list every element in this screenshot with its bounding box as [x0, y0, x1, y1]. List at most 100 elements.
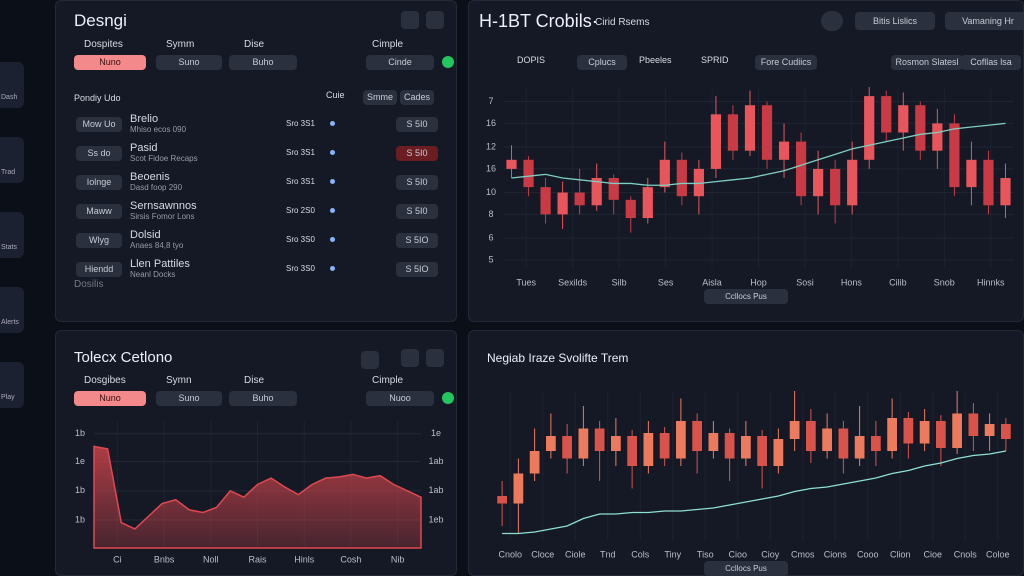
- candle-body: [887, 418, 897, 451]
- filter-button[interactable]: Nuoo: [366, 391, 434, 406]
- candle-body: [591, 178, 602, 206]
- row-tag[interactable]: Hiendd: [76, 262, 122, 277]
- icon-button[interactable]: [426, 349, 444, 367]
- sidebar-item[interactable]: Dash: [0, 62, 24, 108]
- candle-body: [727, 114, 739, 151]
- row-value[interactable]: S 5I0: [396, 175, 438, 190]
- section-title: Pondiy Udo: [74, 93, 121, 103]
- x-tick-label: Hop: [750, 277, 767, 287]
- row-name: Beoenis: [130, 171, 170, 183]
- x-tick-label: Cioe: [923, 549, 942, 559]
- row-sub: Neanl Docks: [130, 270, 176, 279]
- row-dot: [330, 121, 335, 126]
- legend-item[interactable]: Cofllas lsa: [961, 55, 1021, 70]
- y-tick-label: 16: [486, 163, 496, 173]
- y2-tick-label: 1eb: [428, 514, 443, 524]
- section-button[interactable]: Smme: [363, 90, 397, 105]
- row-name: Llen Pattiles: [130, 258, 190, 270]
- section-button[interactable]: Cuie: [326, 90, 345, 100]
- row-value[interactable]: S 5IO: [396, 233, 438, 248]
- sidebar-item[interactable]: Play: [0, 362, 24, 408]
- area-panel: Tolecx Cetlono 1b 1e 1b 1b 1e 1ab 1ab 1eb Ci Bnbs…: [55, 330, 457, 576]
- x-tick-label: Bnbs: [154, 554, 175, 564]
- candle-body: [724, 433, 735, 459]
- candle-body: [529, 451, 540, 474]
- row-tag[interactable]: Ss do: [76, 146, 122, 161]
- legend-item[interactable]: Rosmon Slatesl: [891, 55, 963, 70]
- legend-item[interactable]: Cplucs: [577, 55, 627, 70]
- candle-body: [741, 436, 751, 459]
- header-button[interactable]: Bitis Lislics: [855, 12, 935, 30]
- filter-button[interactable]: Nuno: [74, 55, 146, 70]
- candle-body: [813, 168, 824, 197]
- filter-button[interactable]: Buho: [229, 55, 297, 70]
- candle-body: [919, 421, 930, 444]
- candle-body: [710, 114, 722, 169]
- tab-label: Cimple: [372, 39, 404, 50]
- row-price: Sro 3S1: [286, 177, 315, 186]
- candle-body: [806, 421, 816, 451]
- row-value[interactable]: S 5I0: [396, 204, 438, 219]
- candle-body: [676, 159, 687, 197]
- x-tick-label: Hinls: [294, 554, 315, 564]
- candle-body: [847, 159, 858, 206]
- y-tick-label: 16: [486, 118, 496, 128]
- candle-body: [864, 96, 875, 160]
- legend-item[interactable]: DOPIS: [517, 55, 546, 65]
- row-value[interactable]: S 5IO: [396, 262, 438, 277]
- price-panel: H-1BT Crobils· Cirid Rsems 7 16 12 16 10 8 6 5 T…: [468, 0, 1024, 322]
- footer-chip: Ccllocs Pus: [704, 561, 788, 576]
- legend-item[interactable]: Pbeeles: [639, 55, 672, 65]
- x-tick-label: Cions: [824, 549, 848, 559]
- filter-button[interactable]: Buho: [229, 391, 297, 406]
- candle-body: [757, 436, 767, 466]
- sidebar-item[interactable]: Trad: [0, 137, 24, 183]
- legend-item[interactable]: SPRID: [701, 55, 729, 65]
- y2-tick-label: 1e: [431, 428, 441, 438]
- row-tag[interactable]: Mow Uo: [76, 117, 122, 132]
- status-dot: [442, 56, 454, 68]
- row-value[interactable]: S 5I0: [396, 146, 438, 161]
- candle-body: [540, 187, 551, 215]
- row-price: Sro 2S0: [286, 206, 315, 215]
- orders-panel: Desngi Dosilis Dospites Symm Dise Cimple Nun…: [55, 0, 457, 322]
- sidebar-item[interactable]: Stats: [0, 212, 24, 258]
- filter-button[interactable]: Suno: [156, 55, 222, 70]
- x-tick-label: Cioo: [728, 549, 747, 559]
- sidebar-item[interactable]: Alerts: [0, 287, 24, 333]
- candle-body: [932, 123, 943, 151]
- row-tag[interactable]: Iolnge: [76, 175, 122, 190]
- filter-button[interactable]: Suno: [156, 391, 222, 406]
- tab-label: Dise: [244, 375, 265, 386]
- candle-body: [966, 159, 977, 188]
- candle-chart: 7 16 12 16 10 8 6 5 Tues Sexilds Silb Ses Aisla Hop So…: [486, 87, 1014, 287]
- x-tick-label: Ciole: [565, 549, 586, 559]
- row-tag[interactable]: Wlyg: [76, 233, 122, 248]
- icon-button[interactable]: [401, 11, 419, 29]
- x-tick-label: Rais: [248, 554, 267, 564]
- filter-button[interactable]: Cinde: [366, 55, 434, 70]
- x-tick-label: Noll: [203, 554, 219, 564]
- icon-button[interactable]: [361, 351, 379, 369]
- x-tick-label: Cmos: [791, 549, 815, 559]
- header-button[interactable]: Vamaning Hr: [945, 12, 1024, 30]
- x-tick-label: Tiso: [697, 549, 714, 559]
- legend-item[interactable]: Fore Cudiics: [755, 55, 817, 70]
- candle-body: [952, 413, 962, 448]
- section-button[interactable]: Cades: [400, 90, 434, 105]
- row-tag[interactable]: Maww: [76, 204, 122, 219]
- filter-button[interactable]: Nuno: [74, 391, 146, 406]
- y-tick-label: 1b: [75, 428, 85, 438]
- candle-body: [838, 428, 849, 459]
- sidebar-label: Alerts: [1, 319, 19, 326]
- x-tick-label: Cnols: [954, 549, 978, 559]
- row-value[interactable]: S 5I0: [396, 117, 438, 132]
- icon-button[interactable]: [426, 11, 444, 29]
- row-price: Sro 3S1: [286, 119, 315, 128]
- candle-body: [881, 96, 892, 133]
- candle-body: [830, 168, 841, 206]
- icon-button[interactable]: [401, 349, 419, 367]
- candle-body: [778, 141, 790, 160]
- icon-button[interactable]: [821, 11, 843, 31]
- panel-title: Negiab Iraze Svolifte Trem: [487, 351, 629, 365]
